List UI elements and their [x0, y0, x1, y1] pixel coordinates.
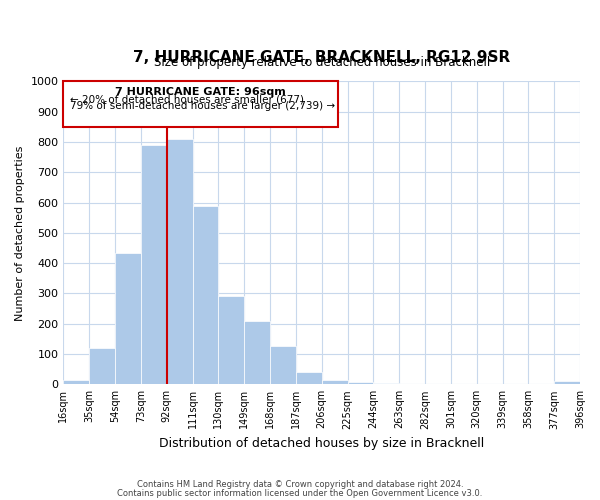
Bar — [167, 139, 193, 384]
Bar — [115, 252, 141, 384]
FancyBboxPatch shape — [64, 82, 338, 128]
Bar — [270, 346, 296, 385]
Bar — [322, 380, 347, 384]
Bar — [64, 380, 89, 384]
Bar — [244, 320, 270, 384]
Bar — [193, 206, 218, 384]
Bar — [141, 145, 167, 384]
Bar — [218, 296, 244, 384]
Title: 7, HURRICANE GATE, BRACKNELL, RG12 9SR: 7, HURRICANE GATE, BRACKNELL, RG12 9SR — [133, 50, 511, 65]
X-axis label: Distribution of detached houses by size in Bracknell: Distribution of detached houses by size … — [159, 437, 484, 450]
Text: ← 20% of detached houses are smaller (677): ← 20% of detached houses are smaller (67… — [70, 94, 304, 104]
Bar — [347, 382, 373, 384]
Text: 79% of semi-detached houses are larger (2,739) →: 79% of semi-detached houses are larger (… — [70, 101, 335, 111]
Bar — [554, 382, 580, 384]
Bar — [89, 348, 115, 385]
Text: 7 HURRICANE GATE: 96sqm: 7 HURRICANE GATE: 96sqm — [115, 87, 286, 97]
Y-axis label: Number of detached properties: Number of detached properties — [15, 145, 25, 320]
Text: Contains HM Land Registry data © Crown copyright and database right 2024.: Contains HM Land Registry data © Crown c… — [137, 480, 463, 489]
Text: Size of property relative to detached houses in Bracknell: Size of property relative to detached ho… — [154, 56, 490, 70]
Bar — [296, 372, 322, 384]
Text: Contains public sector information licensed under the Open Government Licence v3: Contains public sector information licen… — [118, 490, 482, 498]
